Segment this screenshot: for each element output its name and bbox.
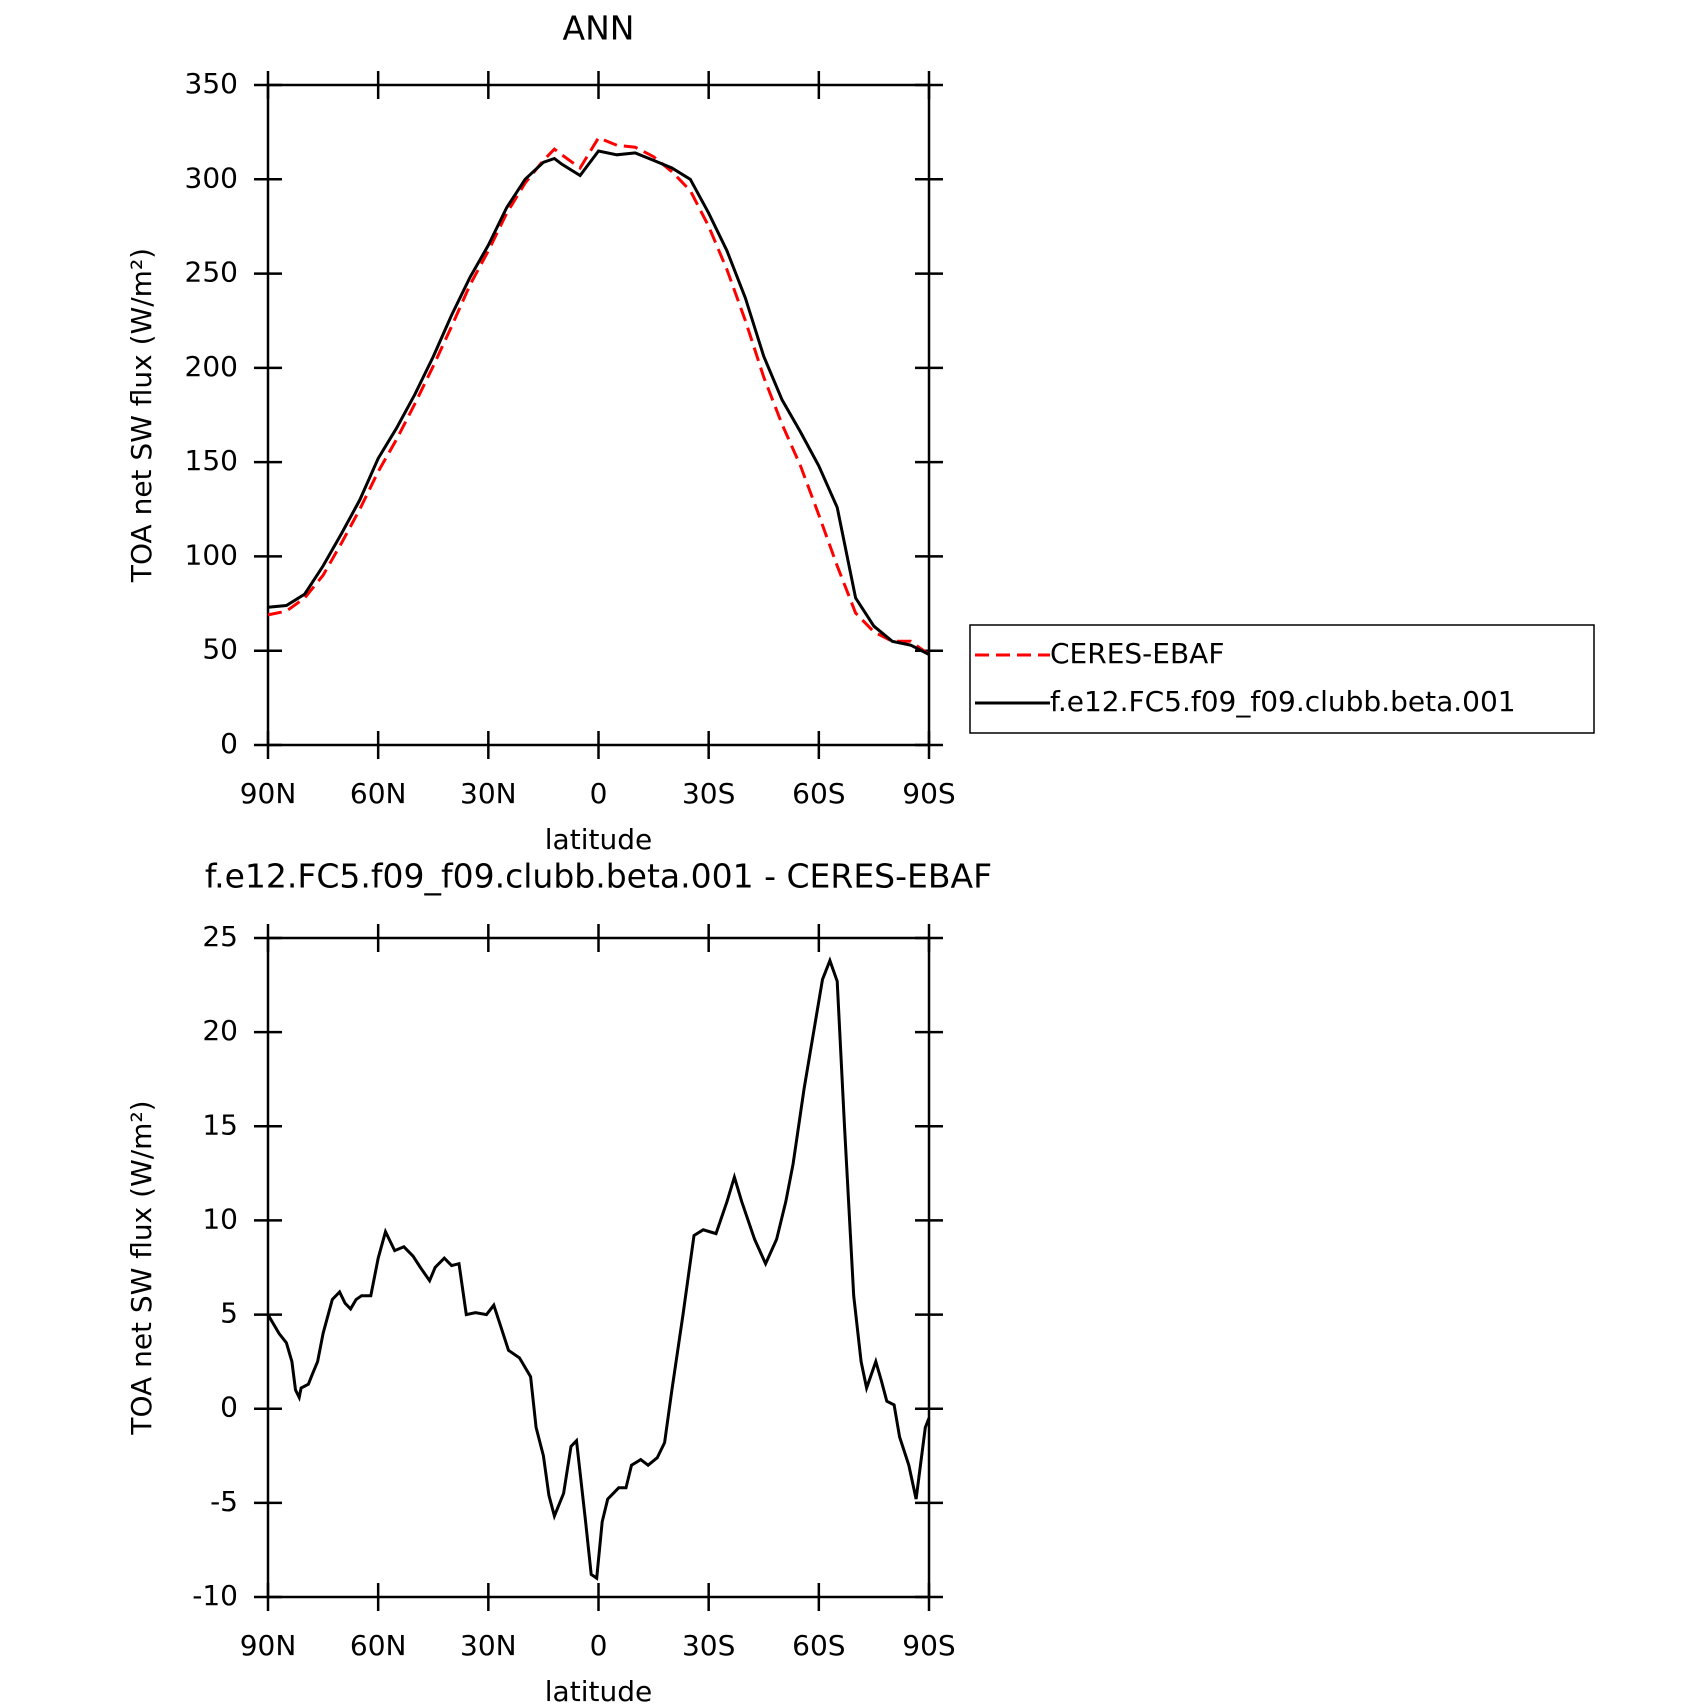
legend-label: f.e12.FC5.f09_f09.clubb.beta.001 bbox=[1050, 685, 1516, 718]
x-tick-label: 30S bbox=[682, 777, 735, 810]
x-tick-label: 0 bbox=[590, 1629, 608, 1662]
data-line bbox=[266, 956, 931, 1581]
x-tick-label: 90S bbox=[902, 1629, 955, 1662]
x-tick-label: 90S bbox=[902, 777, 955, 810]
x-tick-label: 30S bbox=[682, 1629, 735, 1662]
y-tick-label: -5 bbox=[210, 1485, 238, 1518]
y-tick-label: 25 bbox=[202, 920, 238, 953]
x-axis-label: latitude bbox=[545, 823, 652, 856]
y-tick-label: 250 bbox=[185, 256, 238, 289]
x-tick-label: 60N bbox=[350, 1629, 407, 1662]
legend-box bbox=[969, 624, 1595, 734]
y-tick-label: 0 bbox=[220, 1391, 238, 1424]
y-tick-label: 100 bbox=[185, 538, 238, 571]
y-tick-label: 200 bbox=[185, 350, 238, 383]
x-axis-label: latitude bbox=[545, 1675, 652, 1708]
x-tick-label: 0 bbox=[590, 777, 608, 810]
x-tick-label: 90N bbox=[240, 777, 297, 810]
y-tick-label: 0 bbox=[220, 727, 238, 760]
y-tick-label: 300 bbox=[185, 161, 238, 194]
legend-label: CERES-EBAF bbox=[1050, 637, 1224, 670]
data-line bbox=[267, 149, 930, 656]
y-axis-label: TOA net SW flux (W/m²) bbox=[125, 248, 158, 583]
y-tick-label: 150 bbox=[185, 444, 238, 477]
y-axis-label: TOA net SW flux (W/m²) bbox=[125, 1100, 158, 1435]
y-tick-label: 10 bbox=[202, 1202, 238, 1235]
x-tick-label: 90N bbox=[240, 1629, 297, 1662]
y-tick-label: 20 bbox=[202, 1014, 238, 1047]
y-tick-label: 50 bbox=[202, 633, 238, 666]
x-tick-label: 30N bbox=[460, 777, 517, 810]
data-line bbox=[267, 135, 930, 656]
y-tick-label: -10 bbox=[192, 1579, 238, 1612]
x-tick-label: 60S bbox=[792, 777, 845, 810]
x-tick-label: 30N bbox=[460, 1629, 517, 1662]
y-tick-label: 15 bbox=[202, 1108, 238, 1141]
y-tick-label: 5 bbox=[220, 1297, 238, 1330]
chart-title: ANN bbox=[563, 9, 635, 48]
x-tick-label: 60S bbox=[792, 1629, 845, 1662]
plot-frame bbox=[266, 83, 931, 747]
y-tick-label: 350 bbox=[185, 67, 238, 100]
plot-frame bbox=[266, 936, 931, 1599]
x-tick-label: 60N bbox=[350, 777, 407, 810]
chart-title: f.e12.FC5.f09_f09.clubb.beta.001 - CERES… bbox=[205, 857, 992, 896]
